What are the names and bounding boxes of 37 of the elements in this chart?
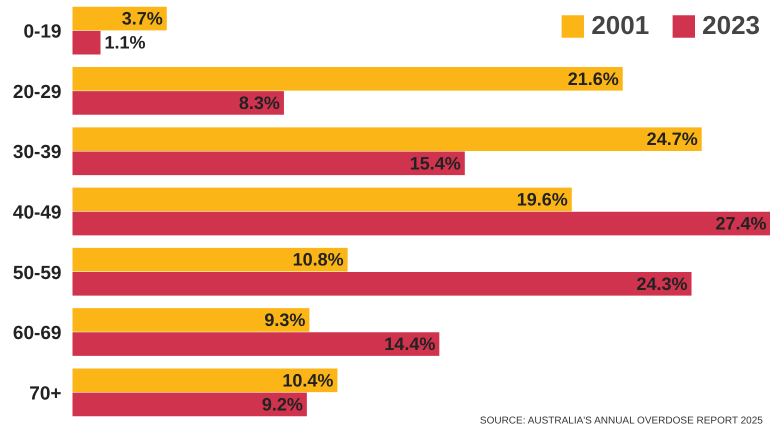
y-tick-label: 20-29 [12,82,62,103]
data-label: 10.8% [292,250,344,270]
bar [72,392,307,416]
data-label: 9.3% [264,310,306,330]
bar [72,30,101,55]
bar [72,188,572,212]
legend-label: 2001 [591,10,650,41]
bar [72,308,310,332]
data-label: 9.2% [262,394,303,414]
bar [72,151,465,176]
y-tick-label: 30-39 [12,142,62,164]
annotation: SOURCE: AUSTRALIA'S ANNUAL OVERDOSE REPORT 2025 [480,416,764,426]
data-label: 15.4% [410,153,461,174]
bar [72,91,284,115]
y-tick-label: 60-69 [12,323,62,344]
bar [72,272,692,296]
bar [72,67,623,91]
y-tick-label: 40-49 [12,202,62,224]
data-label: 14.4% [384,334,436,354]
bar [72,212,770,236]
data-label: 19.6% [516,189,568,210]
y-tick-label: 70+ [29,383,62,404]
y-tick-label: 50-59 [12,262,62,284]
data-label: 27.4% [715,214,767,234]
y-tick-label: 0-19 [23,22,62,43]
bar [72,368,338,392]
bar [72,127,702,151]
legend-label: 2023 [702,10,760,41]
data-label: 21.6% [568,68,619,89]
data-label: 24.3% [636,274,688,294]
data-label: 1.1% [104,32,146,53]
data-label: 3.7% [122,8,163,29]
data-label: 24.7% [646,129,698,150]
bar [72,248,348,272]
bar [72,332,440,356]
data-label: 10.4% [282,370,334,390]
data-label: 8.3% [238,92,280,113]
